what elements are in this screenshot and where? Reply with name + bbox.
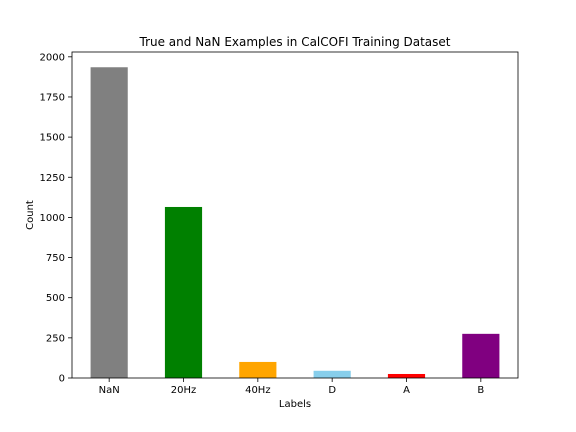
- bar-nan: [91, 67, 128, 378]
- y-tick-label: 1500: [40, 133, 65, 144]
- bar-b: [462, 334, 499, 378]
- y-axis-label: Count: [25, 200, 36, 230]
- bar-d: [314, 371, 351, 378]
- x-tick-label: 40Hz: [245, 385, 271, 396]
- bar-40hz: [239, 362, 276, 378]
- bar-a: [388, 374, 425, 378]
- y-tick-label: 0: [59, 374, 65, 385]
- y-axis: 0 250 500 750 1000 1250 1500 1750 2000: [40, 52, 72, 384]
- y-tick-label: 750: [46, 253, 65, 264]
- x-tick-label: B: [477, 385, 484, 396]
- x-tick-label: D: [328, 385, 336, 396]
- y-tick-label: 1000: [40, 213, 65, 224]
- y-tick-label: 500: [46, 293, 65, 304]
- x-tick-label: 20Hz: [171, 385, 197, 396]
- bars-group: [91, 67, 500, 378]
- y-tick-label: 1750: [40, 92, 65, 103]
- y-tick-label: 1250: [40, 173, 65, 184]
- x-axis-label: Labels: [279, 399, 311, 410]
- x-axis: NaN 20Hz 40Hz D A B: [99, 378, 485, 396]
- bar-20hz: [165, 207, 202, 378]
- chart-title: True and NaN Examples in CalCOFI Trainin…: [139, 35, 451, 49]
- y-tick-label: 250: [46, 333, 65, 344]
- plot-frame: [72, 52, 518, 378]
- x-tick-label: NaN: [99, 385, 120, 396]
- x-tick-label: A: [403, 385, 410, 396]
- y-tick-label: 2000: [40, 52, 65, 63]
